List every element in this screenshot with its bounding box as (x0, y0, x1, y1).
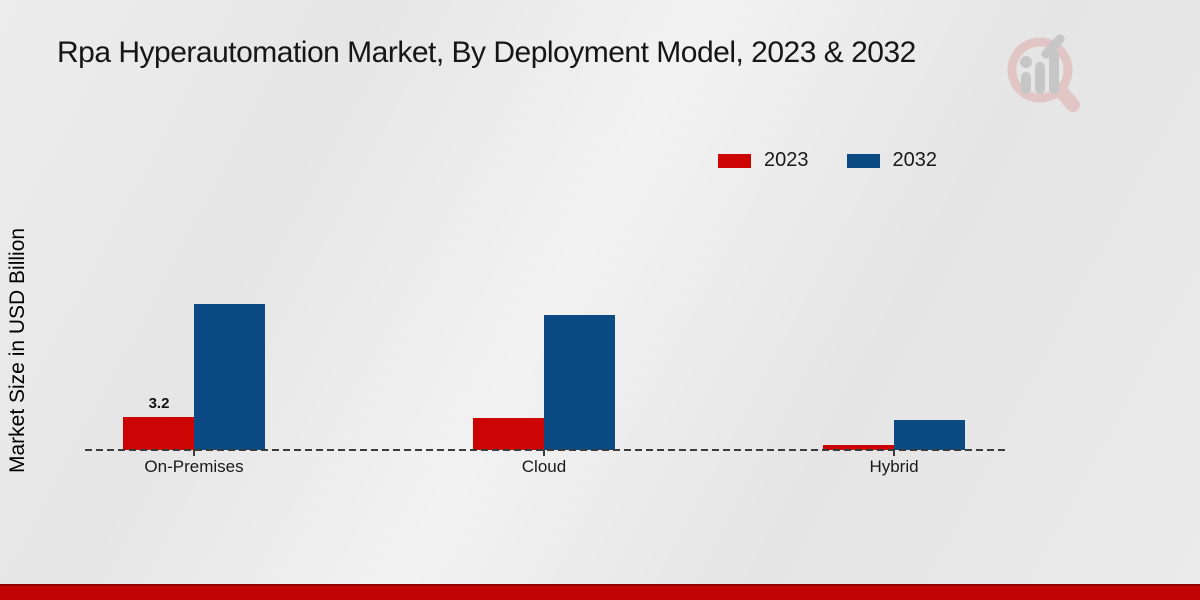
category-label: Cloud (521, 457, 567, 476)
bar-2023-cloud (473, 418, 544, 450)
category-label: On-Premises (144, 457, 244, 476)
bar-2032-cloud (544, 315, 615, 450)
legend-swatch-icon (846, 153, 880, 168)
x-axis-tick (543, 450, 545, 456)
x-axis-tick (193, 450, 195, 456)
legend-swatch-icon (718, 153, 751, 168)
bar-2032-hybrid (894, 420, 965, 450)
legend-item-2032: 2032 (846, 149, 938, 172)
legend-label: 2023 (764, 149, 809, 171)
footer-accent-bar (0, 584, 1200, 600)
legend-label: 2032 (892, 149, 938, 171)
zero-baseline (85, 449, 1006, 451)
chart-title: Rpa Hyperautomation Market, By Deploymen… (57, 36, 916, 69)
magnifier-bar-chart-logo (1000, 26, 1084, 123)
bar-2023-on-premises (123, 417, 194, 450)
x-axis-tick (893, 450, 895, 456)
category-label: Hybrid (869, 457, 919, 476)
bar-2032-on-premises (194, 304, 265, 450)
legend-item-2023: 2023 (718, 149, 809, 172)
legend: 2023 2032 (718, 149, 937, 172)
bar-2023-hybrid (823, 445, 894, 450)
magnifier-icon (1007, 34, 1080, 112)
bar-data-label: 3.2 (148, 395, 170, 412)
